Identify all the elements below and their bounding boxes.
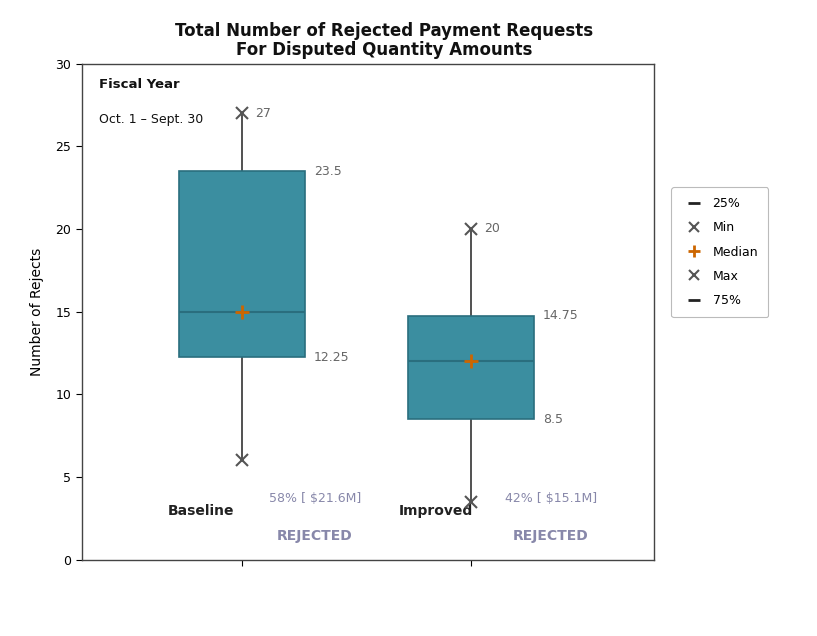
Text: 58% [ $21.6M]: 58% [ $21.6M] [269, 492, 361, 505]
Text: Fiscal Year: Fiscal Year [99, 78, 180, 92]
Text: Total Number of Rejected Payment Requests: Total Number of Rejected Payment Request… [175, 22, 593, 40]
Text: 42% [ $15.1M]: 42% [ $15.1M] [505, 492, 596, 505]
Y-axis label: Number of Rejects: Number of Rejects [30, 247, 44, 376]
Legend: 25%, Min, Median, Max, 75%: 25%, Min, Median, Max, 75% [672, 187, 768, 317]
Text: 14.75: 14.75 [542, 309, 578, 322]
Text: 12.25: 12.25 [314, 350, 350, 364]
Text: 23.5: 23.5 [314, 165, 342, 177]
Text: For Disputed Quantity Amounts: For Disputed Quantity Amounts [236, 41, 532, 59]
Text: Oct. 1 – Sept. 30: Oct. 1 – Sept. 30 [99, 113, 203, 126]
Text: REJECTED: REJECTED [277, 529, 353, 543]
Text: REJECTED: REJECTED [513, 529, 588, 543]
Text: 27: 27 [256, 107, 271, 120]
Bar [408, 316, 534, 419]
Text: 8.5: 8.5 [542, 413, 563, 425]
Text: Improved: Improved [400, 504, 473, 518]
Text: Baseline: Baseline [167, 504, 234, 518]
Text: 20: 20 [484, 223, 500, 235]
Bar [179, 171, 305, 357]
